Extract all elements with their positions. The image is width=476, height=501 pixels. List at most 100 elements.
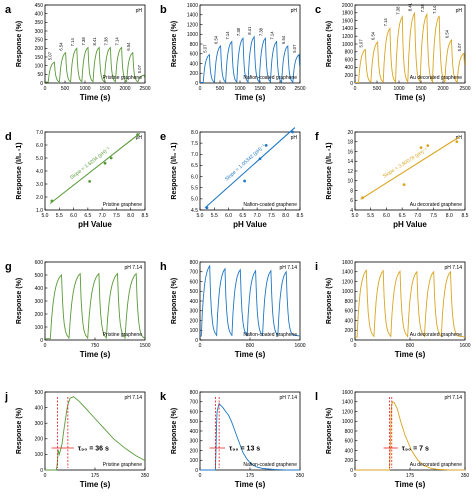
y-tick-label: 14 — [347, 159, 353, 165]
panel-j: j 0 100 200 300 400 500 0 175 350 Time (s) Response… — [4, 390, 149, 489]
x-tick-label: 500 — [61, 86, 70, 92]
fit-line — [204, 127, 296, 209]
y-tick-label: 0 — [195, 338, 198, 344]
corner-label: pH 7.14 — [279, 395, 297, 401]
panel-b: b 0 200 400 600 800 1000 1200 1400 1600 0 500 1000 15… — [160, 3, 306, 102]
y-tick-label: 250 — [35, 37, 44, 43]
panel-d: d 1.0 2.0 3.0 4.0 5.0 6.0 7.0 5.0 5.5 6.0 6.5 7.0 7.5… — [5, 130, 149, 229]
condition-label: Pristine graphene — [103, 462, 142, 468]
x-tick-label: 350 — [461, 473, 470, 479]
y-axis-title: Response (I/I₀ -1) — [326, 142, 333, 199]
y-tick-label: 1000 — [187, 32, 198, 38]
y-tick-label: 400 — [35, 405, 44, 411]
panel-a: a 0 50 100 150 200 250 300 350 400 450 0 500 1000 1500… — [5, 3, 151, 102]
y-tick-label: 1600 — [342, 260, 353, 266]
x-tick-label: 5.0 — [42, 213, 49, 219]
y-tick-label: 100 — [35, 452, 44, 458]
y-axis-title: Response (%) — [16, 21, 23, 67]
y-tick-label: 100 — [190, 328, 199, 334]
data-point — [455, 140, 459, 144]
x-tick-label: 500 — [216, 86, 225, 92]
panel-label: k — [160, 391, 167, 403]
x-tick-label: 1500 — [99, 86, 110, 92]
y-tick-label: 0 — [350, 468, 353, 474]
y-tick-label: 1400 — [342, 26, 353, 32]
y-tick-label: 1600 — [187, 3, 198, 9]
y-tick-label: 12 — [347, 169, 353, 175]
y-tick-label: 700 — [190, 270, 199, 276]
y-tick-label: 800 — [190, 42, 199, 48]
y-tick-label: 4.0 — [36, 169, 43, 175]
x-tick-label: 8.0 — [282, 213, 289, 219]
peak-label: 7.14 — [270, 31, 275, 40]
peak-label: 5.07 — [457, 43, 462, 52]
y-tick-label: 200 — [35, 437, 44, 443]
x-tick-label: 7.5 — [113, 213, 120, 219]
y-tick-label: 5.5 — [191, 186, 198, 192]
y-tick-label: 200 — [345, 73, 354, 79]
y-tick-label: 600 — [35, 260, 44, 266]
peak-label: 7.38 — [258, 27, 263, 36]
panel-label: h — [160, 261, 167, 273]
y-tick-label: 10 — [347, 179, 353, 185]
x-tick-label: 750 — [91, 343, 100, 349]
x-tick-label: 7.0 — [99, 213, 106, 219]
peak-label: 6.54 — [281, 35, 286, 44]
series-line — [355, 268, 466, 338]
x-tick-label: 6.0 — [70, 213, 77, 219]
x-axis-title: Time (s) — [395, 350, 426, 359]
panel-label: c — [315, 4, 321, 16]
y-tick-label: 400 — [345, 448, 354, 454]
y-tick-label: 0 — [195, 81, 198, 87]
series-line — [200, 402, 300, 471]
y-tick-label: 7.0 — [36, 130, 43, 136]
y-tick-label: 200 — [190, 71, 199, 77]
x-axis-title: Time (s) — [80, 93, 111, 102]
x-tick-label: 175 — [246, 473, 255, 479]
y-tick-label: 16 — [347, 149, 353, 155]
y-tick-label: 800 — [345, 299, 354, 305]
y-tick-label: 1800 — [342, 11, 353, 17]
y-tick-label: 300 — [190, 309, 199, 315]
x-tick-label: 2000 — [274, 86, 285, 92]
condition-label: Nafion-coated graphene — [243, 332, 297, 338]
y-tick-label: 0 — [40, 81, 43, 87]
x-tick-label: 8.0 — [446, 213, 453, 219]
y-tick-label: 500 — [190, 419, 199, 425]
y-tick-label: 2.0 — [36, 195, 43, 201]
y-tick-label: 6.0 — [36, 143, 43, 149]
y-tick-label: 400 — [190, 61, 199, 67]
y-tick-label: 2000 — [342, 3, 353, 9]
y-axis-title: Response (%) — [326, 278, 333, 324]
peak-label: 7.38 — [236, 27, 241, 36]
peak-label: 6.54 — [214, 35, 219, 44]
y-tick-label: 1400 — [342, 270, 353, 276]
tau-label: τ₉₀ = 13 s — [229, 446, 260, 453]
y-tick-label: 200 — [190, 448, 199, 454]
series-line — [355, 11, 465, 84]
x-axis-title: pH Value — [78, 220, 112, 229]
plot-frame — [199, 131, 301, 211]
data-point — [426, 144, 430, 148]
x-tick-label: 5.0 — [352, 213, 359, 219]
x-tick-label: 8.5 — [297, 213, 304, 219]
x-tick-label: 1600 — [294, 343, 305, 349]
y-tick-label: 18 — [347, 140, 353, 146]
panel-label: a — [5, 4, 12, 16]
panel-f: f 4 6 8 10 12 14 16 18 20 5.0 5.5 6.0 6.5 7.0 7.5 8.0 8.5… — [315, 130, 469, 229]
panel-label: e — [160, 131, 166, 143]
y-axis-title: Response (I/I₀ -1) — [16, 142, 23, 199]
peak-label: 7.14 — [115, 37, 120, 46]
x-tick-label: 1000 — [234, 86, 245, 92]
x-axis-title: Time (s) — [235, 480, 266, 489]
y-tick-label: 200 — [345, 328, 354, 334]
y-tick-label: 1000 — [342, 289, 353, 295]
x-tick-label: 6.5 — [84, 213, 91, 219]
y-tick-label: 200 — [190, 318, 199, 324]
panel-label: g — [5, 261, 12, 273]
peak-label: 7.14 — [432, 5, 437, 14]
y-tick-label: 100 — [35, 325, 44, 331]
peak-label: 5.07 — [137, 64, 142, 73]
panel-label: l — [315, 391, 318, 403]
